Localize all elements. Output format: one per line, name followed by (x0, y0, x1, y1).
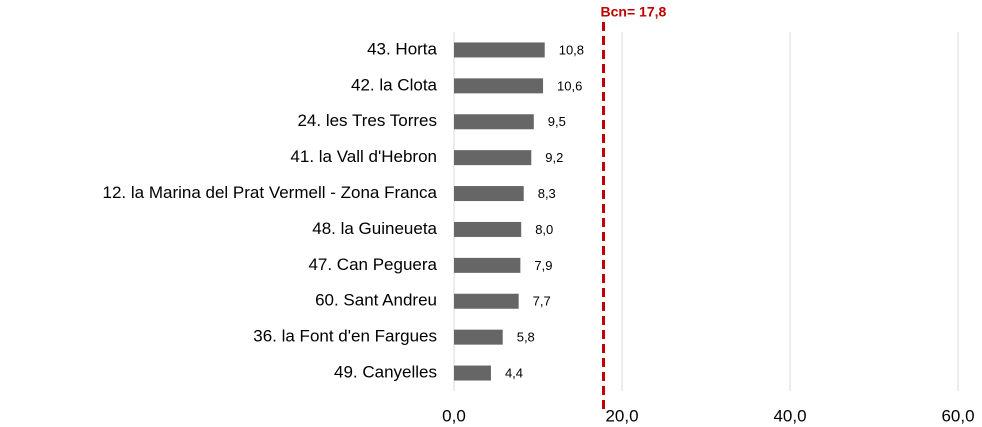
bar (454, 257, 521, 273)
bar (454, 293, 519, 309)
bar (454, 42, 545, 58)
bar (454, 365, 491, 381)
bar (454, 78, 544, 94)
data-label: 9,5 (548, 114, 566, 129)
reference-label: Bcn= 17,8 (601, 4, 667, 20)
data-label: 7,9 (534, 258, 552, 273)
bar (454, 150, 532, 166)
y-tick-label: 47. Can Peguera (308, 255, 437, 274)
data-label: 9,2 (545, 150, 563, 165)
x-tick-label: 40,0 (773, 406, 806, 425)
bar (454, 186, 524, 202)
y-tick-label: 43. Horta (367, 39, 437, 58)
y-tick-label: 48. la Guineueta (312, 219, 437, 238)
x-tick-label: 60,0 (941, 406, 974, 425)
data-label: 8,3 (538, 186, 556, 201)
x-tick-label: 20,0 (605, 406, 638, 425)
y-tick-label: 24. les Tres Torres (297, 111, 437, 130)
y-tick-label: 49. Canyelles (334, 363, 437, 382)
data-label: 10,8 (559, 42, 584, 57)
y-tick-label: 41. la Vall d'Hebron (290, 147, 437, 166)
data-label: 10,6 (557, 78, 582, 93)
y-tick-label: 60. Sant Andreu (315, 291, 437, 310)
bar (454, 329, 503, 345)
data-label: 5,8 (517, 330, 535, 345)
data-label: 7,7 (533, 294, 551, 309)
y-tick-label: 36. la Font d'en Fargues (253, 327, 437, 346)
x-tick-label: 0,0 (442, 406, 466, 425)
data-label: 8,0 (535, 222, 553, 237)
y-tick-label: 42. la Clota (351, 75, 438, 94)
bar (454, 114, 534, 130)
data-label: 4,4 (505, 365, 523, 380)
bar (454, 221, 522, 237)
y-tick-label: 12. la Marina del Prat Vermell - Zona Fr… (103, 183, 438, 202)
